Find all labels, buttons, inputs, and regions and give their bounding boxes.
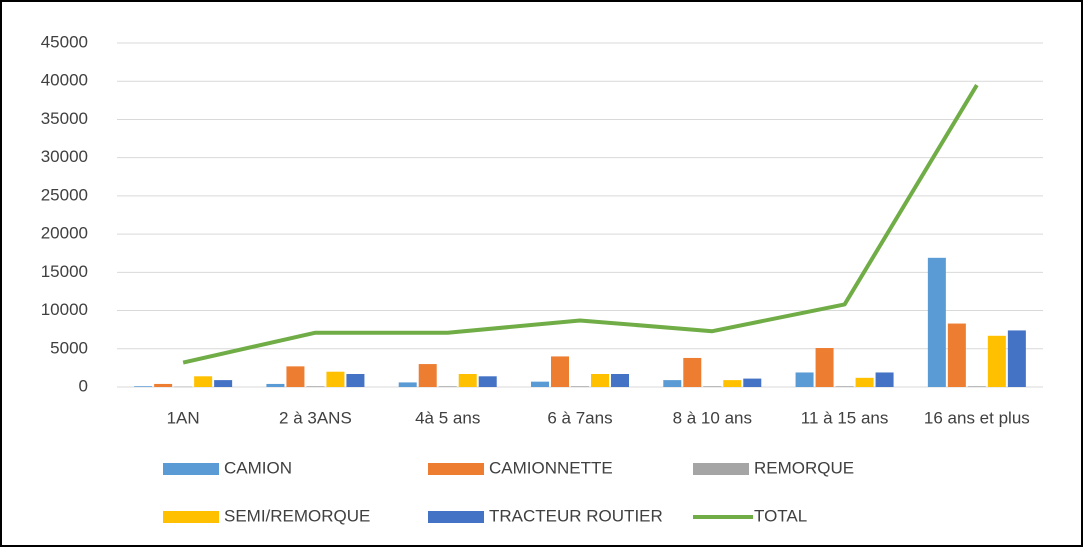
legend-label: TOTAL [754,506,807,525]
bar [815,348,834,387]
bar [663,380,682,387]
x-tick-label: 2 à 3ANS [279,408,352,427]
x-tick-label: 16 ans et plus [924,408,1030,427]
legend-swatch [428,463,484,475]
legend-label: SEMI/REMORQUE [224,506,370,525]
legend-label: CAMIONNETTE [489,458,613,477]
y-tick-label: 20000 [41,224,88,243]
y-tick-label: 35000 [41,109,88,128]
y-tick-label: 25000 [41,185,88,204]
y-tick-label: 10000 [41,300,88,319]
x-tick-label: 11 à 15 ans [801,408,889,427]
bar [611,374,629,387]
bar [927,257,946,387]
bar [723,380,742,387]
bar [134,386,153,387]
legend-swatch [693,463,749,475]
bar [346,374,365,387]
bar [194,376,213,387]
legend-swatch [163,511,219,523]
legend-swatch [163,463,219,475]
bar [875,372,894,387]
bar [458,374,477,387]
bar [478,376,497,387]
bar [286,366,305,387]
legend-label: REMORQUE [754,458,854,477]
legend-label: TRACTEUR ROUTIER [489,506,663,525]
bar [398,382,417,387]
y-tick-label: 15000 [41,262,88,281]
y-tick-label: 45000 [41,32,88,51]
x-tick-label: 8 à 10 ans [673,408,752,427]
bar [743,378,762,387]
bar [174,386,193,388]
y-tick-label: 0 [79,376,88,395]
bar [306,386,325,387]
bar [967,386,986,387]
bar [571,386,589,387]
bar [591,374,609,387]
legend-swatch [428,511,484,523]
bar [703,386,722,387]
y-tick-label: 40000 [41,71,88,90]
y-tick-label: 5000 [50,338,88,357]
y-tick-label: 30000 [41,147,88,166]
x-tick-label: 6 à 7ans [547,408,612,427]
bar [418,364,437,387]
bar [1007,330,1026,387]
bar [214,380,233,387]
bar [683,357,702,387]
bar [855,377,874,387]
bar [551,356,569,387]
bar [266,383,285,387]
bar [795,372,814,387]
x-tick-label: 1AN [167,408,200,427]
x-tick-label: 4à 5 ans [415,408,480,427]
bar [438,386,457,387]
bar [835,386,854,387]
bar [326,371,345,387]
bar [987,335,1006,387]
bar [154,383,173,387]
bar [531,381,549,387]
legend-label: CAMION [224,458,292,477]
line [182,84,979,365]
bar [947,323,966,387]
